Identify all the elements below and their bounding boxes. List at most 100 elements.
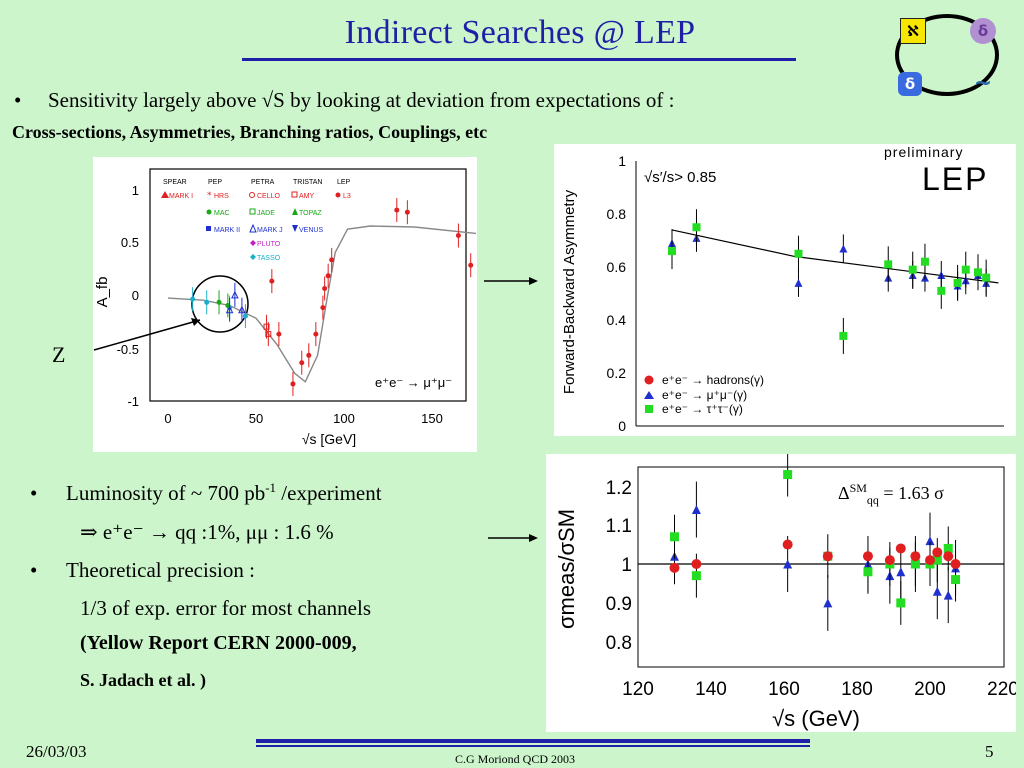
legend-entry: MAC bbox=[214, 210, 230, 217]
tautau-point bbox=[896, 598, 906, 608]
data-point bbox=[394, 207, 400, 213]
hadron-point bbox=[910, 551, 921, 562]
data-point bbox=[263, 323, 270, 330]
legend-marker bbox=[206, 209, 212, 215]
hadron-point bbox=[895, 543, 906, 554]
mumu-point bbox=[823, 598, 833, 608]
observables-list: Cross-sections, Asymmetries, Branching r… bbox=[12, 122, 488, 142]
hadron-point bbox=[925, 555, 935, 566]
afb-history-svg: 1 0.5 0 -0.5 -1 0 50 100 150 √s [GeV] A_… bbox=[94, 168, 477, 447]
legend-marker: * bbox=[207, 191, 212, 201]
luminosity-suffix: /experiment bbox=[276, 481, 382, 505]
legend-header: TRISTAN bbox=[293, 179, 322, 186]
tautau-point bbox=[920, 257, 929, 266]
legend-marker bbox=[249, 223, 257, 233]
logo-ring bbox=[895, 14, 999, 96]
slide-title: Indirect Searches @ LEP bbox=[344, 14, 696, 51]
theory-bullet: • Theoretical precision : bbox=[30, 558, 255, 583]
legend-marker bbox=[249, 192, 255, 198]
hadron-point bbox=[782, 539, 793, 550]
data-point bbox=[190, 296, 196, 302]
legend-entry: e⁺e⁻ → τ⁺τ⁻(γ) bbox=[662, 402, 743, 416]
data-point bbox=[325, 273, 331, 279]
hadron-point bbox=[932, 547, 943, 558]
tautau-point bbox=[670, 532, 679, 542]
data-point bbox=[404, 209, 410, 215]
sensitivity-bullet: • Sensitivity largely above √S by looking… bbox=[14, 88, 674, 113]
x-axis-label: √s (GeV) bbox=[772, 706, 860, 731]
data-point bbox=[238, 305, 246, 314]
legend-entry: PLUTO bbox=[257, 241, 281, 248]
ytick: 0.8 bbox=[607, 206, 627, 222]
bullet-mark: • bbox=[30, 481, 38, 505]
mumu-point bbox=[932, 586, 942, 596]
legend-header: LEP bbox=[337, 179, 351, 186]
title-underline bbox=[242, 58, 796, 61]
tautau-point bbox=[951, 575, 961, 585]
error-fraction-line: 1/3 of exp. error for most channels bbox=[80, 596, 371, 620]
z-pole-circle bbox=[191, 275, 249, 333]
tautau-point bbox=[863, 567, 873, 577]
tautau-point bbox=[839, 331, 848, 340]
page-number: 5 bbox=[985, 742, 994, 761]
ytick: 0.4 bbox=[607, 312, 627, 328]
legend-entry: TOPAZ bbox=[299, 210, 322, 217]
mumu-point bbox=[783, 559, 793, 569]
legend-entry: VENUS bbox=[299, 227, 323, 234]
ytick: 0.9 bbox=[606, 594, 632, 615]
legend-entry: MARK II bbox=[214, 227, 240, 234]
data-point bbox=[265, 331, 272, 338]
arrow-head bbox=[529, 277, 538, 285]
ytick: 0.6 bbox=[607, 259, 627, 275]
data-point bbox=[225, 305, 234, 314]
tautau-point bbox=[668, 247, 676, 256]
mumu-point bbox=[794, 278, 803, 287]
legend-marker bbox=[161, 191, 169, 198]
tautau-point bbox=[691, 571, 701, 581]
legend-marker bbox=[249, 208, 256, 215]
ytick: -0.5 bbox=[117, 342, 139, 357]
xtick: 220 bbox=[987, 679, 1016, 700]
tautau-point bbox=[884, 260, 893, 269]
footer-rule bbox=[256, 745, 810, 747]
legend-entry: e⁺e⁻ → hadrons(γ) bbox=[662, 373, 764, 387]
data-point bbox=[276, 331, 282, 337]
l3-logo-icon: δ bbox=[898, 72, 922, 96]
legend-entry: TASSO bbox=[257, 255, 281, 262]
luminosity-bullet: • Luminosity of ~ 700 pb-1 /experiment bbox=[30, 480, 382, 506]
legend-entry: CELLO bbox=[257, 193, 281, 200]
tautau-point bbox=[961, 265, 970, 274]
plot-frame bbox=[637, 466, 1005, 668]
mumu-point bbox=[839, 244, 848, 253]
ytick: 1.2 bbox=[606, 478, 632, 499]
hadron-point bbox=[943, 551, 954, 562]
y-axis-label: σmeas/σSM bbox=[554, 509, 579, 629]
delphi-logo-icon: δ bbox=[970, 18, 996, 44]
legend-entry: HRS bbox=[214, 193, 229, 200]
sm-curve bbox=[671, 229, 999, 284]
theory-curve bbox=[167, 225, 477, 383]
legend-entry: JADE bbox=[257, 210, 275, 217]
hadron-point bbox=[950, 559, 961, 569]
mumu-point bbox=[943, 590, 953, 600]
luminosity-exponent: -1 bbox=[265, 480, 277, 495]
data-point bbox=[320, 305, 326, 311]
xtick: 50 bbox=[249, 411, 263, 426]
data-point bbox=[216, 299, 222, 305]
xtick: 100 bbox=[333, 411, 355, 426]
legend-marker bbox=[206, 226, 211, 231]
z-label: Z bbox=[52, 342, 66, 367]
hadron-point bbox=[669, 562, 680, 573]
tautau-point bbox=[982, 273, 991, 282]
afb-history-marks bbox=[167, 198, 477, 396]
y-axis-label: A_fb bbox=[94, 277, 111, 308]
reaction-label: e⁺e⁻ → μ⁺μ⁻ bbox=[375, 375, 452, 390]
mumu-point bbox=[896, 567, 906, 577]
theory-text: Theoretical precision : bbox=[66, 558, 255, 582]
data-point bbox=[290, 381, 296, 387]
legend-entry: MARK I bbox=[169, 193, 193, 200]
legend-marker bbox=[250, 254, 256, 260]
xtick: 160 bbox=[768, 679, 800, 700]
tautau-point bbox=[692, 223, 701, 232]
data-point bbox=[242, 313, 248, 319]
